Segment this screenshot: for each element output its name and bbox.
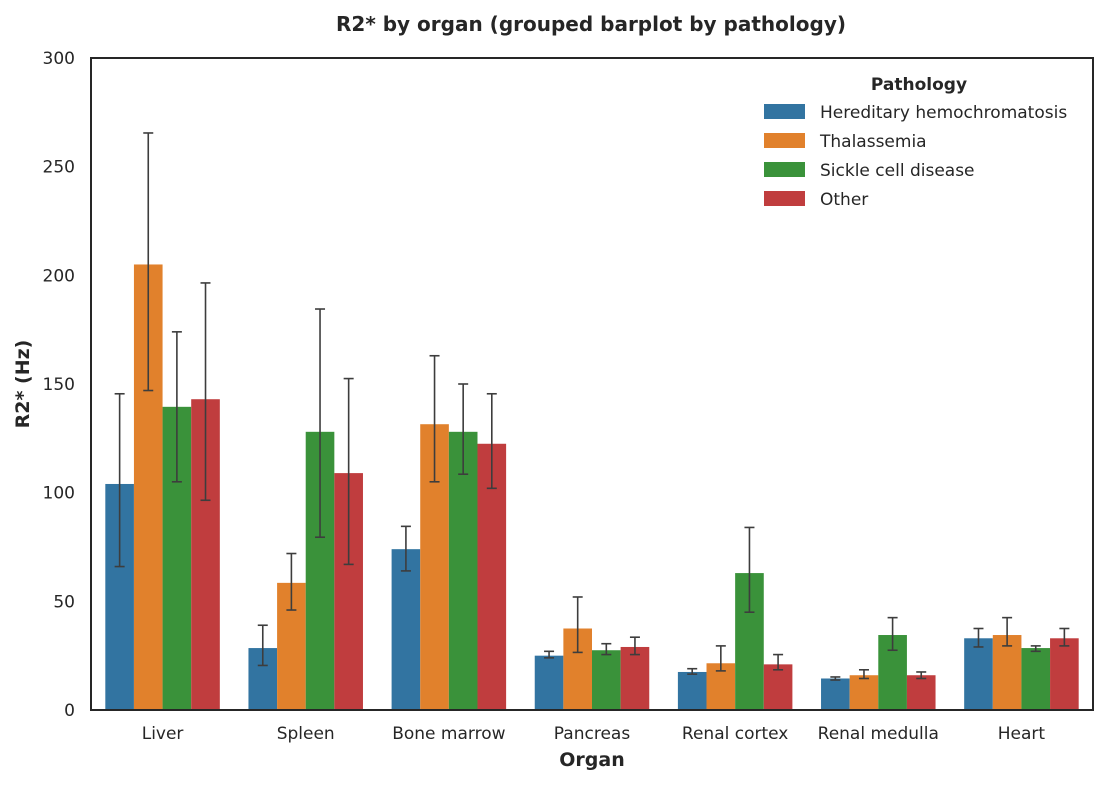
x-tick-label: Liver [142,724,184,744]
y-tick-label: 300 [43,49,75,69]
x-axis: Liver Spleen Bone marrow Pancreas Renal cort… [142,724,1046,744]
y-tick-label: 150 [43,375,75,395]
legend-label: Thalassemia [819,132,927,152]
bar [534,655,564,710]
x-tick-label: Spleen [277,724,335,744]
bar [677,671,707,710]
legend-label: Hereditary hemochromatosis [820,103,1067,123]
bar [1050,638,1079,710]
bar [620,646,650,710]
y-tick-label: 250 [43,158,75,178]
y-tick-label: 100 [43,484,75,504]
x-tick-label: Renal medulla [818,724,939,744]
y-axis-label: R2* (Hz) [12,340,34,429]
legend-swatch [764,191,805,206]
bar [391,549,421,710]
plot-area [105,132,1079,710]
chart-title: R2* by organ (grouped barplot by patholo… [336,12,846,36]
bar [448,431,478,710]
bar [849,675,879,710]
x-tick-label: Bone marrow [392,724,505,744]
legend-swatch [764,104,805,119]
x-tick-label: Heart [998,724,1046,744]
y-tick-label: 200 [43,266,75,286]
x-tick-label: Renal cortex [682,724,788,744]
bar [1021,648,1051,710]
bar [821,678,850,710]
bar [906,675,936,710]
legend-label: Other [820,190,868,210]
legend-swatch [764,162,805,177]
y-tick-label: 50 [53,592,75,612]
legend: Pathology Hereditary hemochromatosis Thal… [764,75,1067,210]
y-axis: 0 50 100 150 200 250 300 [43,49,75,721]
bar [964,638,993,710]
x-axis-label: Organ [559,749,624,771]
legend-swatch [764,133,805,148]
bar [763,664,793,710]
legend-label: Sickle cell disease [820,161,975,181]
y-tick-label: 0 [64,701,75,721]
legend-title: Pathology [871,75,967,95]
x-tick-label: Pancreas [554,724,631,744]
plot-frame [90,57,1094,711]
bar [992,635,1022,710]
bar [592,650,621,710]
